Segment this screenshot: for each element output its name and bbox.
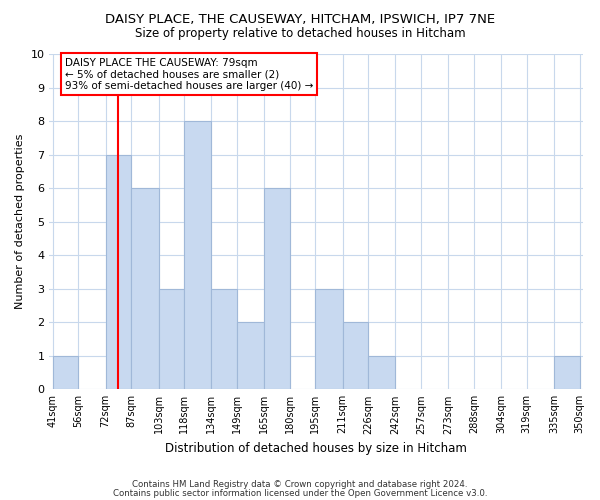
Bar — [131, 188, 158, 390]
Bar — [158, 288, 184, 390]
Bar — [106, 154, 131, 390]
Text: Contains HM Land Registry data © Crown copyright and database right 2024.: Contains HM Land Registry data © Crown c… — [132, 480, 468, 489]
Bar — [237, 322, 264, 390]
Bar — [368, 356, 395, 390]
Bar — [53, 356, 79, 390]
Bar — [316, 288, 343, 390]
Bar — [343, 322, 368, 390]
Y-axis label: Number of detached properties: Number of detached properties — [15, 134, 25, 310]
Text: DAISY PLACE, THE CAUSEWAY, HITCHAM, IPSWICH, IP7 7NE: DAISY PLACE, THE CAUSEWAY, HITCHAM, IPSW… — [105, 12, 495, 26]
Bar — [264, 188, 290, 390]
X-axis label: Distribution of detached houses by size in Hitcham: Distribution of detached houses by size … — [165, 442, 467, 455]
Bar — [554, 356, 580, 390]
Text: Contains public sector information licensed under the Open Government Licence v3: Contains public sector information licen… — [113, 490, 487, 498]
Bar — [184, 121, 211, 390]
Text: Size of property relative to detached houses in Hitcham: Size of property relative to detached ho… — [134, 28, 466, 40]
Bar — [211, 288, 237, 390]
Text: DAISY PLACE THE CAUSEWAY: 79sqm
← 5% of detached houses are smaller (2)
93% of s: DAISY PLACE THE CAUSEWAY: 79sqm ← 5% of … — [65, 58, 313, 90]
